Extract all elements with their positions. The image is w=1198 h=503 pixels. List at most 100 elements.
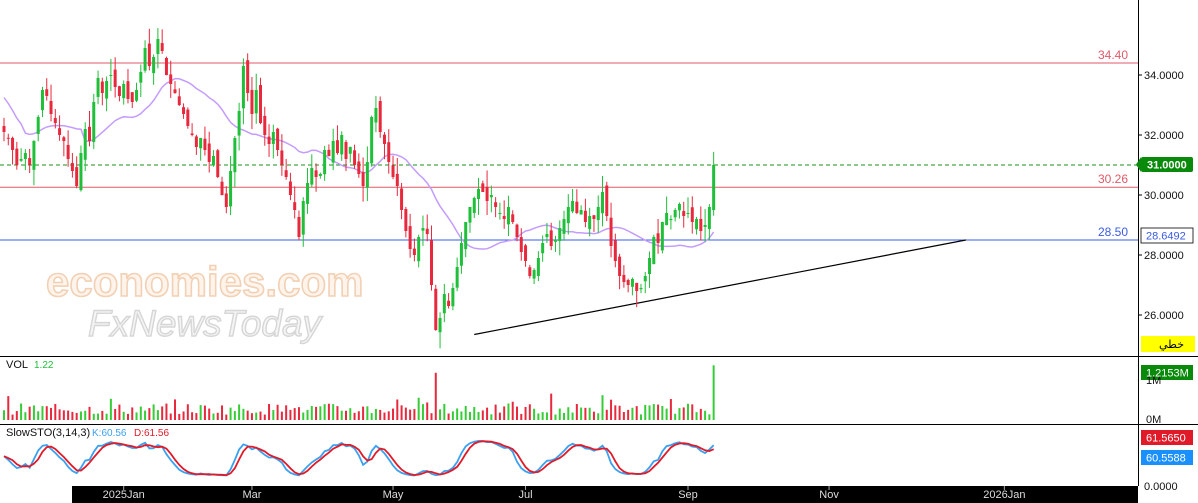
candle-body — [280, 150, 284, 165]
volume-bar — [148, 408, 151, 420]
volume-bar — [464, 405, 467, 420]
volume-bar — [233, 411, 236, 420]
month-label-2026Jan: 2026Jan — [983, 489, 1025, 501]
volume-bar — [699, 408, 702, 420]
candle-body — [511, 214, 515, 222]
candle-body — [276, 128, 280, 150]
candle-body — [596, 207, 600, 221]
volume-bar — [152, 404, 155, 420]
candle-body — [263, 115, 267, 135]
volume-bar — [315, 406, 318, 420]
candle-body — [442, 294, 446, 314]
candle-body — [498, 213, 502, 214]
volume-current-label: 1.2153M — [1141, 365, 1193, 380]
candle-body — [588, 216, 592, 230]
volume-bar — [203, 405, 206, 420]
candle-body — [630, 279, 634, 287]
candle-body — [164, 57, 168, 75]
candle-body — [365, 162, 369, 188]
volume-bar — [88, 406, 91, 420]
volume-bar — [516, 406, 518, 420]
candle-body — [160, 43, 164, 51]
volume-bar — [229, 407, 232, 420]
candle-body — [211, 156, 215, 166]
candle-body — [545, 234, 549, 238]
volume-bar — [280, 411, 283, 420]
candle-body — [485, 186, 489, 201]
volume-bar — [695, 412, 698, 420]
volume-bar — [327, 403, 330, 420]
candle-body — [297, 216, 301, 237]
volume-bar — [340, 410, 343, 420]
volume-bar — [507, 403, 510, 420]
volume-bar — [618, 405, 621, 420]
candle-body — [566, 207, 570, 224]
sto-zero-tick: 0.0000 — [1144, 481, 1178, 493]
volume-bar — [289, 409, 292, 420]
candle-body — [677, 204, 681, 211]
volume-bar — [135, 412, 138, 420]
volume-bar — [400, 405, 403, 420]
candle-body — [259, 85, 262, 123]
volume-bar — [92, 413, 95, 420]
volume-bar — [216, 412, 219, 420]
candle-body — [348, 147, 352, 154]
volume-bar — [669, 399, 672, 420]
candle-body — [592, 215, 596, 219]
candle-body — [643, 276, 647, 282]
candle-body — [391, 165, 395, 177]
candle-body — [220, 181, 224, 195]
indicator-type-label: خطي — [1141, 336, 1195, 352]
candle-body — [66, 144, 70, 159]
volume-bar — [246, 410, 249, 420]
candle-body — [682, 211, 686, 216]
candle-body — [571, 201, 575, 212]
candle-body — [100, 81, 104, 93]
volume-bar — [84, 410, 87, 420]
candle-body — [169, 74, 173, 84]
volume-bar — [657, 404, 660, 420]
volume-bar — [345, 410, 347, 420]
candle-body — [686, 213, 690, 214]
volume-bar — [592, 411, 595, 420]
candle-body — [96, 78, 100, 97]
svg-text:31.0000: 31.0000 — [1147, 160, 1187, 172]
candle-body — [707, 207, 711, 230]
volume-bar — [310, 406, 313, 420]
volume-bar — [712, 365, 715, 420]
volume-value: 1.22 — [34, 360, 54, 371]
volume-bar — [426, 402, 429, 420]
volume-bar — [297, 407, 300, 420]
candle-body — [152, 57, 156, 74]
volume-bar — [486, 407, 489, 420]
price-panel — [0, 0, 1138, 356]
candle-body — [575, 201, 579, 213]
candle-body — [690, 207, 694, 222]
volume-bar — [443, 403, 446, 420]
volume-bar — [272, 410, 275, 420]
volume-bar — [293, 408, 296, 420]
candle-body — [254, 90, 258, 114]
volume-bar — [387, 411, 390, 420]
candle-body — [88, 126, 91, 141]
level-label-34.40: 34.40 — [1098, 48, 1128, 62]
candle-body — [224, 193, 228, 207]
sto-title: SlowSTO(3,14,3) — [6, 427, 90, 439]
volume-bar — [41, 406, 44, 420]
candle-body — [660, 222, 664, 251]
candle-body — [438, 318, 442, 333]
candle-body — [53, 118, 57, 123]
volume-bar — [97, 413, 100, 420]
volume-bar — [460, 411, 463, 420]
candle-body — [601, 192, 604, 214]
candle-body — [673, 210, 677, 218]
volume-bar — [144, 410, 147, 420]
volume-bar — [430, 413, 433, 420]
candle-body — [36, 117, 40, 134]
volume-tick-0m: 0M — [1146, 414, 1161, 426]
volume-bar — [370, 413, 373, 420]
volume-bar — [242, 408, 245, 420]
candle-body — [626, 280, 630, 285]
candle-body — [382, 134, 386, 144]
volume-bar — [11, 414, 14, 420]
